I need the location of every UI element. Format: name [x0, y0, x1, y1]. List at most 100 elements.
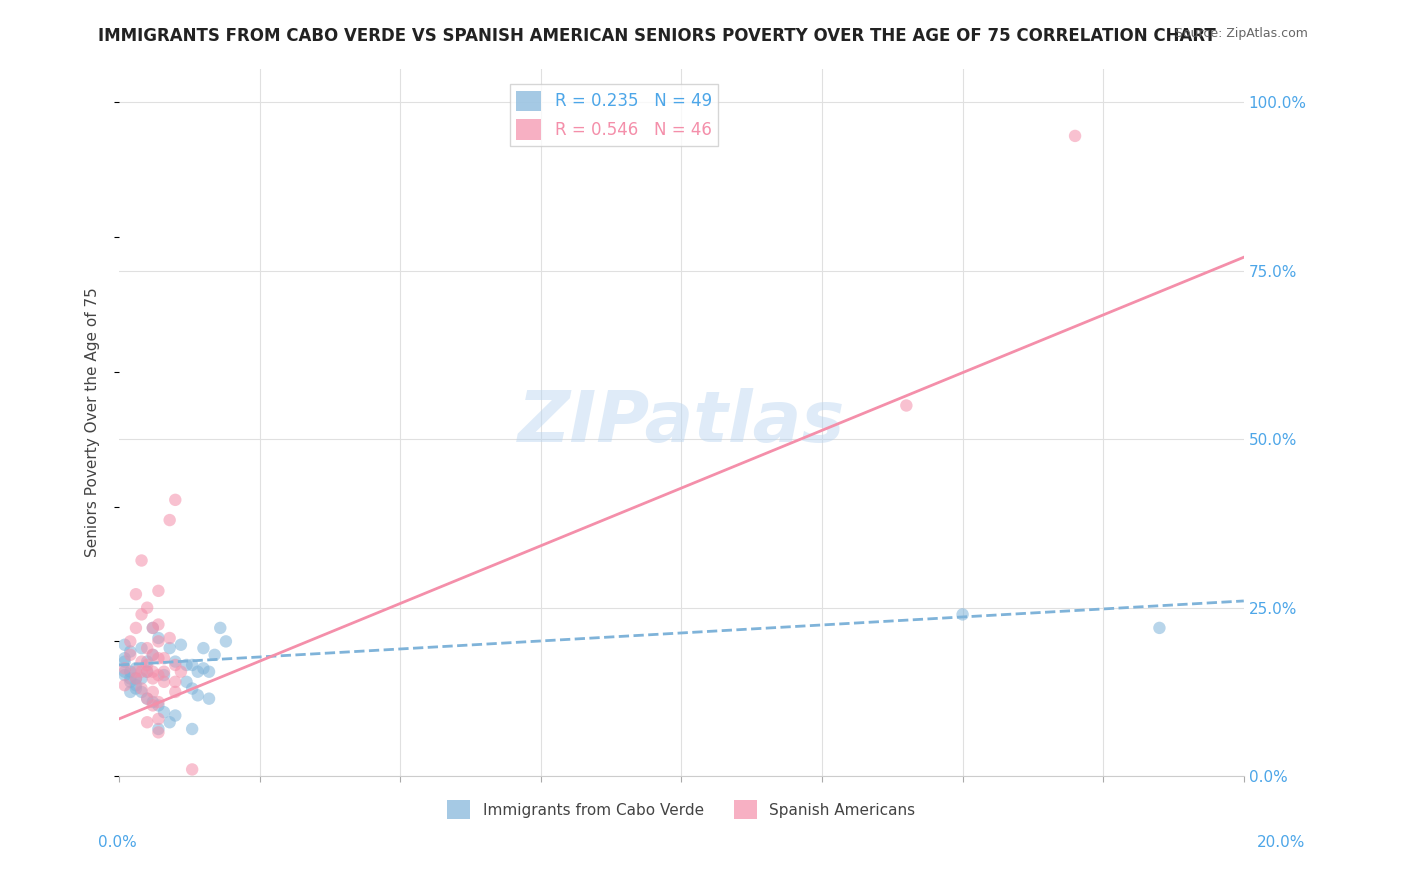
- Point: [125, 672, 148, 686]
- Point: [193, 641, 215, 656]
- Point: [131, 607, 153, 622]
- Point: [198, 691, 221, 706]
- Point: [120, 672, 142, 686]
- Point: [125, 678, 148, 692]
- Point: [170, 638, 193, 652]
- Point: [125, 621, 148, 635]
- Point: [204, 648, 226, 662]
- Point: [114, 661, 136, 675]
- Point: [181, 763, 204, 777]
- Point: [142, 685, 165, 699]
- Point: [159, 641, 181, 656]
- Point: [1064, 128, 1087, 143]
- Point: [114, 638, 136, 652]
- Point: [896, 399, 918, 413]
- Point: [148, 583, 170, 598]
- Point: [153, 651, 176, 665]
- Point: [125, 665, 148, 679]
- Point: [142, 648, 165, 662]
- Point: [120, 648, 142, 662]
- Point: [148, 668, 170, 682]
- Point: [153, 674, 176, 689]
- Point: [181, 722, 204, 736]
- Point: [125, 587, 148, 601]
- Point: [148, 651, 170, 665]
- Point: [181, 657, 204, 672]
- Point: [120, 634, 142, 648]
- Point: [142, 665, 165, 679]
- Point: [136, 641, 159, 656]
- Point: [165, 657, 187, 672]
- Text: Source: ZipAtlas.com: Source: ZipAtlas.com: [1174, 27, 1308, 40]
- Text: ZIPatlas: ZIPatlas: [517, 388, 845, 457]
- Point: [165, 685, 187, 699]
- Point: [136, 665, 159, 679]
- Point: [114, 678, 136, 692]
- Point: [165, 655, 187, 669]
- Legend: Immigrants from Cabo Verde, Spanish Americans: Immigrants from Cabo Verde, Spanish Amer…: [441, 794, 921, 825]
- Point: [131, 655, 153, 669]
- Point: [120, 665, 142, 679]
- Point: [142, 621, 165, 635]
- Point: [165, 674, 187, 689]
- Point: [136, 655, 159, 669]
- Point: [148, 617, 170, 632]
- Point: [159, 715, 181, 730]
- Text: 20.0%: 20.0%: [1257, 836, 1305, 850]
- Point: [136, 691, 159, 706]
- Point: [209, 621, 232, 635]
- Point: [114, 651, 136, 665]
- Point: [153, 668, 176, 682]
- Point: [131, 665, 153, 679]
- Point: [136, 691, 159, 706]
- Point: [148, 695, 170, 709]
- Point: [131, 641, 153, 656]
- Text: IMMIGRANTS FROM CABO VERDE VS SPANISH AMERICAN SENIORS POVERTY OVER THE AGE OF 7: IMMIGRANTS FROM CABO VERDE VS SPANISH AM…: [98, 27, 1216, 45]
- Point: [198, 665, 221, 679]
- Text: 0.0%: 0.0%: [98, 836, 138, 850]
- Point: [120, 674, 142, 689]
- Point: [136, 665, 159, 679]
- Point: [120, 644, 142, 658]
- Point: [142, 695, 165, 709]
- Point: [148, 725, 170, 739]
- Point: [114, 668, 136, 682]
- Point: [159, 513, 181, 527]
- Point: [176, 657, 198, 672]
- Point: [136, 715, 159, 730]
- Point: [142, 621, 165, 635]
- Point: [1149, 621, 1171, 635]
- Point: [136, 657, 159, 672]
- Point: [176, 674, 198, 689]
- Point: [131, 553, 153, 567]
- Point: [125, 661, 148, 675]
- Point: [159, 631, 181, 645]
- Point: [153, 705, 176, 719]
- Point: [142, 648, 165, 662]
- Point: [142, 672, 165, 686]
- Point: [170, 665, 193, 679]
- Point: [142, 698, 165, 713]
- Point: [153, 665, 176, 679]
- Point: [125, 681, 148, 696]
- Point: [120, 685, 142, 699]
- Point: [114, 655, 136, 669]
- Point: [148, 634, 170, 648]
- Point: [114, 665, 136, 679]
- Point: [131, 685, 153, 699]
- Point: [165, 492, 187, 507]
- Point: [215, 634, 238, 648]
- Point: [148, 722, 170, 736]
- Point: [131, 681, 153, 696]
- Point: [187, 688, 209, 702]
- Point: [148, 712, 170, 726]
- Point: [148, 698, 170, 713]
- Point: [131, 672, 153, 686]
- Point: [136, 600, 159, 615]
- Y-axis label: Seniors Poverty Over the Age of 75: Seniors Poverty Over the Age of 75: [86, 287, 100, 558]
- Point: [193, 661, 215, 675]
- Point: [148, 631, 170, 645]
- Point: [187, 665, 209, 679]
- Point: [165, 708, 187, 723]
- Point: [125, 672, 148, 686]
